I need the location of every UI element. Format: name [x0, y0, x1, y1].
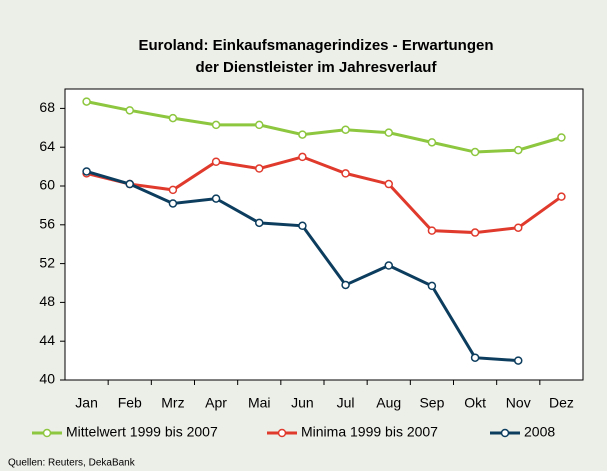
- data-point: [255, 164, 264, 173]
- y-tick-label: 40: [39, 371, 55, 387]
- source: Quellen: Reuters, DekaBank: [8, 458, 136, 469]
- series-line: [86, 155, 563, 235]
- y-tick-label: 64: [39, 138, 55, 154]
- data-point: [514, 223, 523, 232]
- x-tick-label: Dez: [549, 395, 574, 411]
- x-tick-label: Mrz: [161, 395, 184, 411]
- y-tick-label: 56: [39, 216, 55, 232]
- x-tick-label: Feb: [118, 395, 142, 411]
- data-point: [211, 194, 221, 203]
- plot-area: [64, 88, 584, 381]
- data-point: [427, 226, 437, 235]
- x-tick-label: Okt: [464, 395, 486, 411]
- y-tick-label: 48: [39, 293, 55, 309]
- data-point: [514, 145, 523, 155]
- x-tick-label: Jul: [337, 395, 355, 411]
- x-tick-label: Apr: [205, 395, 227, 411]
- data-point: [125, 179, 134, 189]
- data-point: [82, 167, 91, 176]
- data-point: [470, 353, 480, 362]
- series-line: [86, 100, 562, 154]
- legend-label: Mittelwert 1999 bis 2007: [66, 424, 218, 440]
- legend-marker: [500, 428, 510, 438]
- data-point: [557, 192, 566, 201]
- data-point: [168, 185, 178, 195]
- data-point: [211, 120, 221, 130]
- data-point: [255, 218, 264, 228]
- data-point: [384, 128, 393, 137]
- x-tick-label: Nov: [506, 395, 531, 411]
- data-point: [470, 147, 480, 157]
- data-point: [384, 261, 393, 270]
- y-tick-label: 68: [39, 99, 55, 115]
- data-point: [384, 179, 393, 189]
- data-point: [341, 280, 350, 290]
- data-point: [168, 199, 178, 208]
- data-point: [298, 152, 307, 162]
- legend-marker: [277, 428, 287, 438]
- data-point: [298, 130, 307, 139]
- chart-title: Euroland: Einkaufsmanagerindizes - Erwar…: [138, 37, 493, 54]
- data-point: [125, 106, 134, 115]
- data-point: [427, 281, 437, 291]
- y-tick-label: 60: [39, 177, 55, 193]
- data-point: [211, 157, 221, 166]
- legend-label: 2008: [524, 424, 555, 440]
- legend-label: Minima 1999 bis 2007: [301, 424, 438, 440]
- data-point: [298, 221, 307, 231]
- x-tick-label: Jan: [75, 395, 98, 411]
- data-point: [341, 169, 350, 178]
- x-tick-label: Jun: [291, 395, 314, 411]
- data-point: [82, 97, 91, 106]
- x-tick-label: Mai: [248, 395, 271, 411]
- data-point: [557, 133, 566, 142]
- data-point: [514, 356, 523, 365]
- data-point: [341, 125, 350, 134]
- data-point: [168, 113, 178, 123]
- data-point: [470, 228, 480, 237]
- x-tick-label: Sep: [419, 395, 444, 411]
- y-tick-label: 52: [39, 254, 55, 270]
- x-tick-label: Aug: [376, 395, 401, 411]
- chart-title: der Dienstleister im Jahresverlauf: [196, 59, 438, 76]
- data-point: [255, 120, 264, 130]
- y-tick-label: 44: [39, 332, 55, 348]
- legend-marker: [42, 428, 52, 438]
- data-point: [427, 138, 437, 147]
